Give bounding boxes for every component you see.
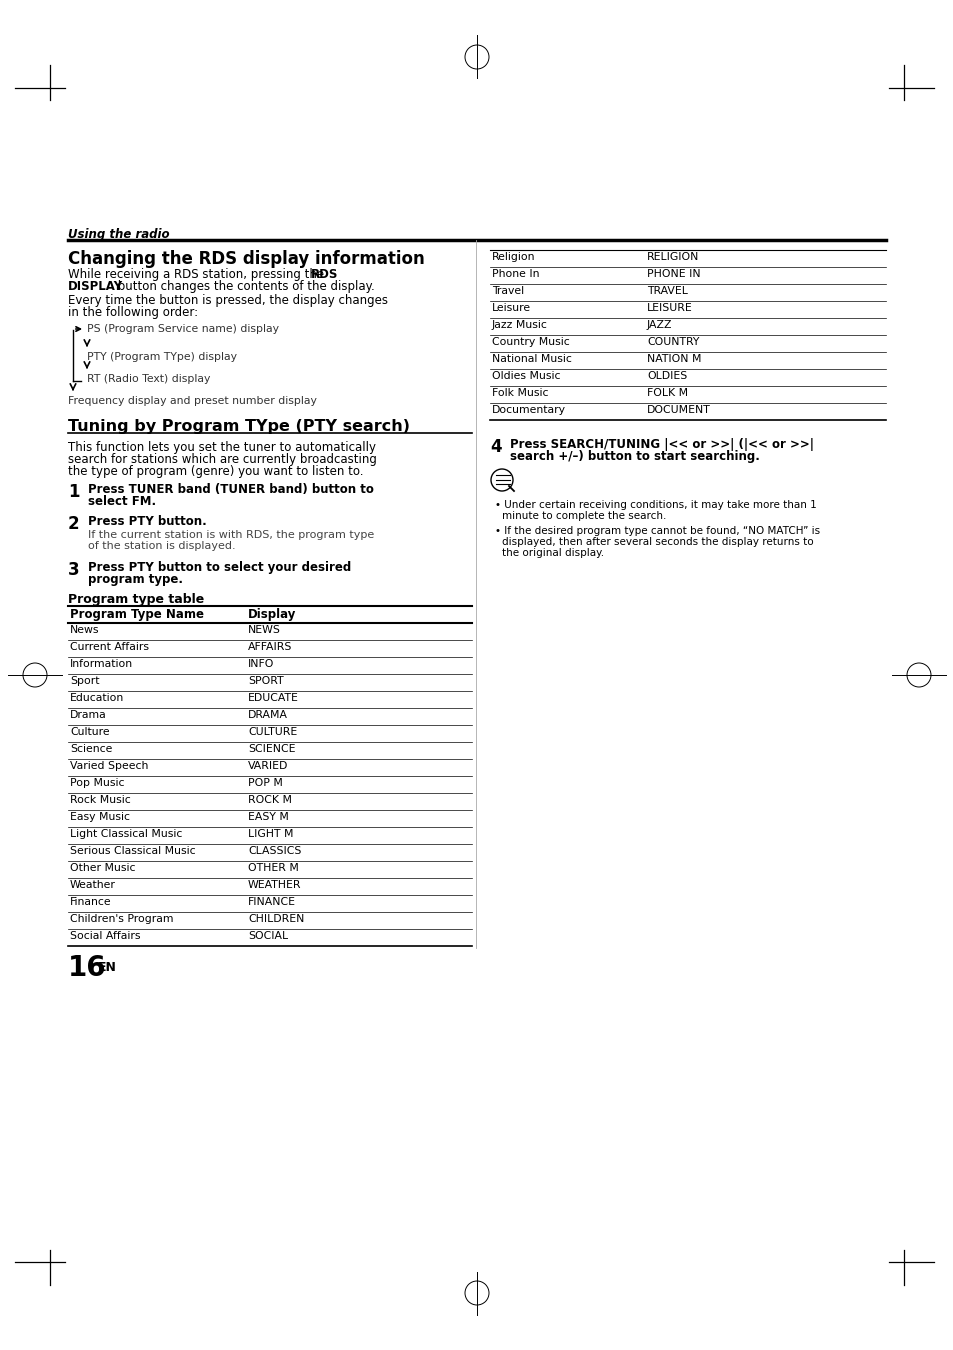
Text: Light Classical Music: Light Classical Music	[70, 829, 182, 838]
Text: Other Music: Other Music	[70, 863, 135, 873]
Text: Sport: Sport	[70, 676, 99, 686]
Text: NATION M: NATION M	[646, 354, 700, 364]
Text: Folk Music: Folk Music	[492, 387, 548, 398]
Text: minute to complete the search.: minute to complete the search.	[501, 512, 666, 521]
Text: Press SEARCH/TUNING |<< or >>| (|<< or >>|: Press SEARCH/TUNING |<< or >>| (|<< or >…	[510, 437, 813, 451]
Text: CULTURE: CULTURE	[248, 728, 297, 737]
Text: ROCK M: ROCK M	[248, 795, 292, 805]
Text: News: News	[70, 625, 99, 634]
Text: OTHER M: OTHER M	[248, 863, 298, 873]
Text: Current Affairs: Current Affairs	[70, 643, 149, 652]
Text: RELIGION: RELIGION	[646, 252, 699, 262]
Text: WEATHER: WEATHER	[248, 880, 301, 890]
Text: AFFAIRS: AFFAIRS	[248, 643, 292, 652]
Text: Weather: Weather	[70, 880, 115, 890]
Text: COUNTRY: COUNTRY	[646, 338, 699, 347]
Text: If the current station is with RDS, the program type: If the current station is with RDS, the …	[88, 531, 374, 540]
Text: Serious Classical Music: Serious Classical Music	[70, 846, 195, 856]
Text: FOLK M: FOLK M	[646, 387, 687, 398]
Text: Travel: Travel	[492, 286, 523, 296]
Text: PS (Program Service name) display: PS (Program Service name) display	[87, 324, 278, 333]
Text: Tuning by Program TYpe (PTY search): Tuning by Program TYpe (PTY search)	[68, 418, 410, 433]
Text: • If the desired program type cannot be found, “NO MATCH” is: • If the desired program type cannot be …	[495, 526, 820, 536]
Text: National Music: National Music	[492, 354, 571, 364]
Text: of the station is displayed.: of the station is displayed.	[88, 541, 235, 551]
Text: Pop Music: Pop Music	[70, 778, 125, 788]
Text: Documentary: Documentary	[492, 405, 565, 414]
Text: Program type table: Program type table	[68, 593, 204, 606]
Text: displayed, then after several seconds the display returns to: displayed, then after several seconds th…	[501, 537, 813, 547]
Text: FINANCE: FINANCE	[248, 896, 295, 907]
Text: This function lets you set the tuner to automatically: This function lets you set the tuner to …	[68, 441, 375, 454]
Text: Press TUNER band (TUNER band) button to: Press TUNER band (TUNER band) button to	[88, 483, 374, 495]
Text: 16: 16	[68, 954, 107, 981]
Text: While receiving a RDS station, pressing the: While receiving a RDS station, pressing …	[68, 269, 328, 281]
Text: 2: 2	[68, 514, 79, 533]
Text: Changing the RDS display information: Changing the RDS display information	[68, 250, 424, 269]
Text: CLASSICS: CLASSICS	[248, 846, 301, 856]
Text: EN: EN	[98, 961, 117, 973]
Text: VARIED: VARIED	[248, 761, 288, 771]
Text: CHILDREN: CHILDREN	[248, 914, 304, 923]
Text: RT (Radio Text) display: RT (Radio Text) display	[87, 374, 211, 383]
Text: • Under certain receiving conditions, it may take more than 1: • Under certain receiving conditions, it…	[495, 500, 816, 510]
Text: Social Affairs: Social Affairs	[70, 931, 140, 941]
Text: Press PTY button to select your desired: Press PTY button to select your desired	[88, 562, 351, 574]
Text: Varied Speech: Varied Speech	[70, 761, 149, 771]
Text: button changes the contents of the display.: button changes the contents of the displ…	[113, 279, 375, 293]
Text: DRAMA: DRAMA	[248, 710, 288, 720]
Text: SCIENCE: SCIENCE	[248, 744, 295, 755]
Text: program type.: program type.	[88, 572, 183, 586]
Text: Science: Science	[70, 744, 112, 755]
Text: INFO: INFO	[248, 659, 274, 670]
Text: Culture: Culture	[70, 728, 110, 737]
Text: Leisure: Leisure	[492, 302, 531, 313]
Text: Program Type Name: Program Type Name	[70, 608, 204, 621]
Text: LIGHT M: LIGHT M	[248, 829, 294, 838]
Text: TRAVEL: TRAVEL	[646, 286, 687, 296]
Text: Every time the button is pressed, the display changes: Every time the button is pressed, the di…	[68, 294, 388, 306]
Text: PHONE IN: PHONE IN	[646, 269, 700, 279]
Text: 1: 1	[68, 483, 79, 501]
Text: Finance: Finance	[70, 896, 112, 907]
Text: POP M: POP M	[248, 778, 283, 788]
Text: search +/–) button to start searching.: search +/–) button to start searching.	[510, 450, 760, 463]
Text: 3: 3	[68, 562, 79, 579]
Text: Children's Program: Children's Program	[70, 914, 173, 923]
Text: LEISURE: LEISURE	[646, 302, 692, 313]
Text: SPORT: SPORT	[248, 676, 283, 686]
Text: in the following order:: in the following order:	[68, 306, 198, 319]
Text: JAZZ: JAZZ	[646, 320, 672, 329]
Text: 4: 4	[490, 437, 501, 456]
Text: Phone In: Phone In	[492, 269, 539, 279]
Text: Press PTY button.: Press PTY button.	[88, 514, 207, 528]
Text: Display: Display	[248, 608, 296, 621]
Text: Rock Music: Rock Music	[70, 795, 131, 805]
Text: Country Music: Country Music	[492, 338, 569, 347]
Text: DOCUMENT: DOCUMENT	[646, 405, 710, 414]
Text: DISPLAY: DISPLAY	[68, 279, 123, 293]
Text: Oldies Music: Oldies Music	[492, 371, 560, 381]
Text: Drama: Drama	[70, 710, 107, 720]
Text: OLDIES: OLDIES	[646, 371, 686, 381]
Text: Using the radio: Using the radio	[68, 228, 170, 242]
Text: Frequency display and preset number display: Frequency display and preset number disp…	[68, 396, 316, 406]
Text: Religion: Religion	[492, 252, 535, 262]
Text: NEWS: NEWS	[248, 625, 280, 634]
Text: SOCIAL: SOCIAL	[248, 931, 288, 941]
Text: PTY (Program TYpe) display: PTY (Program TYpe) display	[87, 352, 236, 362]
Text: EASY M: EASY M	[248, 811, 289, 822]
Text: select FM.: select FM.	[88, 495, 156, 508]
Text: Easy Music: Easy Music	[70, 811, 130, 822]
Text: Jazz Music: Jazz Music	[492, 320, 547, 329]
Text: EDUCATE: EDUCATE	[248, 693, 298, 703]
Text: the type of program (genre) you want to listen to.: the type of program (genre) you want to …	[68, 464, 363, 478]
Text: RDS: RDS	[311, 269, 338, 281]
Text: search for stations which are currently broadcasting: search for stations which are currently …	[68, 454, 376, 466]
Text: Information: Information	[70, 659, 133, 670]
Text: Education: Education	[70, 693, 124, 703]
Text: the original display.: the original display.	[501, 548, 603, 558]
